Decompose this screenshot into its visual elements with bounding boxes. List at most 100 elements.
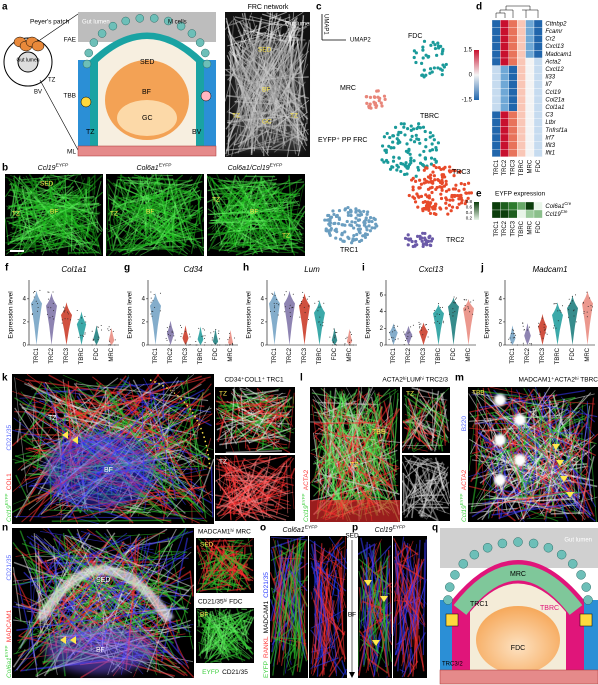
cell-point: [414, 174, 418, 178]
label: Gut lumen: [16, 57, 39, 63]
cell-dot: [453, 296, 455, 298]
cell-dot: [91, 330, 93, 332]
cell-dot: [467, 306, 469, 308]
fiber: [412, 600, 420, 677]
fiber: [117, 196, 198, 222]
label: TBB: [472, 390, 485, 397]
fiber: [27, 585, 190, 637]
heatmap-cell: [491, 65, 501, 74]
heatmap-cell: [508, 103, 518, 112]
cell-point: [423, 129, 427, 134]
label-base: Ccl19: [375, 527, 393, 534]
violin: [93, 325, 100, 345]
cell-point: [436, 141, 440, 145]
cell-dot: [433, 322, 435, 324]
fiber: [243, 461, 257, 508]
fiber: [532, 408, 539, 489]
fiber: [249, 455, 262, 469]
cell-point: [411, 127, 416, 131]
fiber: [219, 412, 285, 438]
fiber: [317, 472, 400, 495]
fiber: [151, 212, 172, 223]
cell-point: [433, 157, 437, 161]
fiber: [573, 503, 596, 522]
label: TZ: [212, 197, 220, 204]
cell-point: [410, 239, 414, 244]
cell-point: [389, 146, 393, 150]
fiber: [244, 200, 275, 243]
heatmap-cell: [500, 111, 509, 119]
cell-dot: [421, 327, 423, 329]
label: FDC: [332, 347, 338, 360]
epithelial-cell: [149, 14, 159, 23]
fiber: [152, 396, 190, 421]
cell-dot: [403, 331, 405, 333]
cell-point: [428, 71, 432, 75]
label: 6: [380, 293, 384, 299]
stain-name: CD34: [6, 453, 13, 470]
fiber: [274, 576, 283, 641]
cell-point: [413, 200, 418, 204]
label: UMAP2: [350, 38, 371, 44]
fiber: [236, 394, 282, 405]
bv-left: [80, 96, 92, 108]
fiber: [379, 437, 383, 445]
cell-point: [367, 104, 371, 108]
micrograph-signal: [196, 538, 254, 593]
muscle-layer: [77, 145, 217, 157]
heatmap-cell: [491, 42, 501, 51]
label: TRC1: [391, 347, 397, 363]
fiber: [581, 397, 595, 521]
fiber: [161, 192, 169, 242]
fiber: [218, 551, 226, 565]
label: SED: [200, 542, 214, 549]
cell-point: [386, 160, 390, 164]
cell-dot: [511, 333, 513, 335]
blob: [494, 434, 506, 446]
heatmap-cell: [508, 141, 518, 150]
cell-point: [435, 53, 439, 57]
cell-point: [451, 168, 455, 172]
cell-point: [392, 155, 396, 159]
fiber: [24, 175, 103, 250]
violin: [76, 311, 87, 345]
label: TRC1: [272, 347, 278, 363]
fiber: [279, 407, 283, 429]
cell-dot: [513, 332, 515, 334]
violin: [448, 297, 459, 345]
fiber: [358, 630, 379, 657]
fiber: [154, 530, 189, 556]
epithelial-cell: [450, 570, 460, 580]
cell-point: [450, 205, 455, 209]
stain-label: Ccl19EYFP COL1CD34CD21/35: [4, 425, 13, 522]
cell-dot: [568, 298, 570, 300]
fiber: [341, 660, 347, 675]
fiber: [224, 552, 249, 576]
fiber: [416, 387, 432, 412]
label: ML: [67, 149, 76, 156]
cell-point: [412, 196, 417, 201]
fiber: [514, 411, 578, 480]
fiber: [342, 396, 345, 418]
cell-point: [407, 193, 411, 198]
label: TBB: [63, 93, 76, 100]
cell-point: [374, 104, 379, 108]
bf-blue: [45, 626, 155, 674]
cell-dot: [452, 312, 454, 314]
stain-sup: EYFP: [459, 493, 464, 505]
cell-dot: [406, 338, 408, 340]
heatmap-cell: [525, 126, 535, 135]
fiber: [328, 536, 347, 564]
fiber: [399, 669, 405, 673]
heatmap-cell: [533, 141, 543, 150]
fiber: [586, 401, 591, 494]
cell-dot: [448, 313, 450, 315]
label: Il7: [545, 82, 552, 88]
fiber: [144, 407, 205, 511]
cell-point: [418, 237, 422, 241]
cell-point: [406, 165, 411, 169]
cell-dot: [538, 322, 540, 324]
label-base: Ccl19: [38, 165, 56, 172]
cell-dot: [153, 294, 155, 296]
cell-dot: [184, 330, 186, 332]
